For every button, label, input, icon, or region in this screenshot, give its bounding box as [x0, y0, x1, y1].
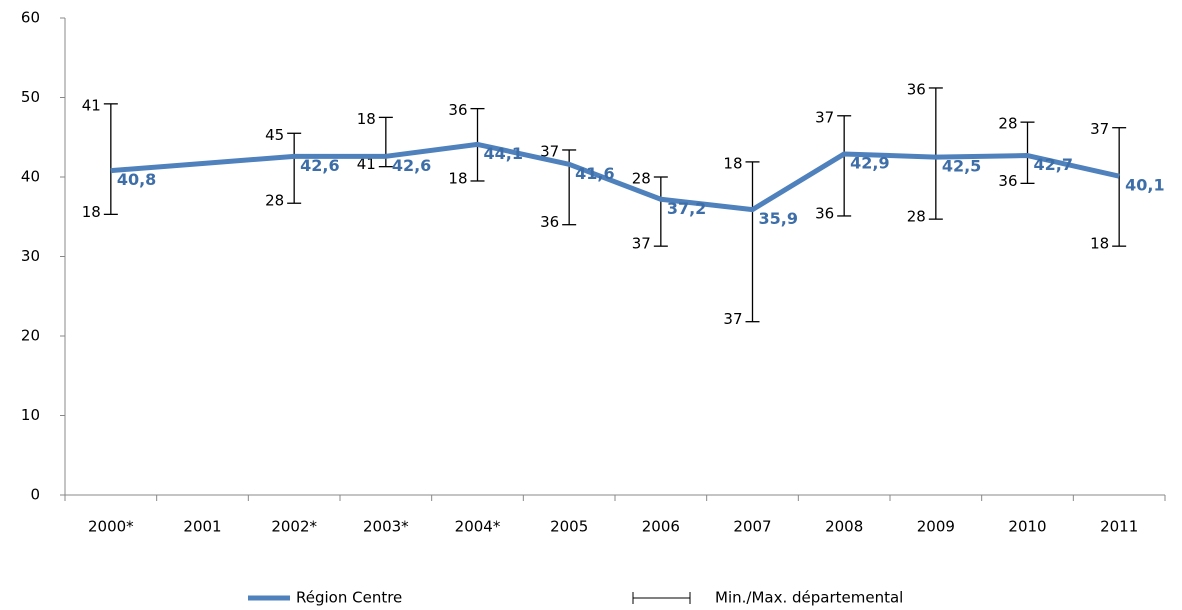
max-label: 36 [907, 80, 926, 98]
x-tick-label: 2010 [1008, 518, 1046, 536]
y-tick-label: 30 [21, 247, 40, 265]
min-label: 28 [265, 192, 284, 210]
value-label: 37,2 [667, 199, 706, 218]
y-tick-label: 10 [21, 406, 40, 424]
x-tick-label: 2002* [271, 518, 317, 536]
y-tick-label: 50 [21, 88, 40, 106]
max-label: 36 [448, 101, 467, 119]
value-label: 42,9 [850, 153, 889, 172]
x-tick-label: 2007 [733, 518, 771, 536]
max-label: 37 [1090, 120, 1109, 138]
max-label: 37 [815, 108, 834, 126]
x-tick-label: 2009 [917, 518, 955, 536]
value-label: 35,9 [759, 209, 798, 228]
legend-range-swatch [632, 592, 691, 604]
value-label: 42,6 [392, 156, 431, 175]
y-tick-label: 60 [21, 9, 40, 27]
value-label: 41,6 [575, 164, 614, 183]
value-label: 44,1 [484, 144, 523, 163]
min-label: 18 [1090, 235, 1109, 253]
min-label: 18 [448, 169, 467, 187]
legend-label: Région Centre [296, 589, 402, 607]
x-tick-label: 2006 [642, 518, 680, 536]
max-label: 18 [357, 110, 376, 128]
min-label: 36 [815, 204, 834, 222]
x-tick-label: 2011 [1100, 518, 1138, 536]
x-tick-label: 2000* [88, 518, 134, 536]
legend-label: Min./Max. départemental [715, 589, 903, 607]
min-label: 18 [82, 203, 101, 221]
min-label: 28 [907, 208, 926, 226]
value-label: 42,7 [1034, 155, 1073, 174]
x-tick-label: 2003* [363, 518, 409, 536]
max-label: 41 [82, 96, 101, 114]
max-label: 45 [265, 126, 284, 144]
value-label: 42,6 [300, 156, 339, 175]
y-tick-label: 20 [21, 327, 40, 345]
x-tick-label: 2008 [825, 518, 863, 536]
min-label: 37 [723, 310, 742, 328]
min-label: 36 [540, 213, 559, 231]
value-label: 40,1 [1125, 176, 1164, 195]
max-label: 28 [632, 170, 651, 188]
x-tick-label: 2001 [183, 518, 221, 536]
value-label: 40,8 [117, 170, 156, 189]
max-label: 37 [540, 142, 559, 160]
value-label: 42,5 [942, 157, 981, 176]
min-label: 37 [632, 235, 651, 253]
y-tick-label: 0 [30, 486, 40, 504]
x-tick-label: 2004* [455, 518, 501, 536]
series-line [110, 141, 1120, 213]
min-label: 36 [998, 172, 1017, 190]
max-label: 18 [723, 154, 742, 172]
x-tick-label: 2005 [550, 518, 588, 536]
max-label: 28 [998, 115, 1017, 133]
min-label: 41 [357, 155, 376, 173]
y-tick-label: 40 [21, 168, 40, 186]
